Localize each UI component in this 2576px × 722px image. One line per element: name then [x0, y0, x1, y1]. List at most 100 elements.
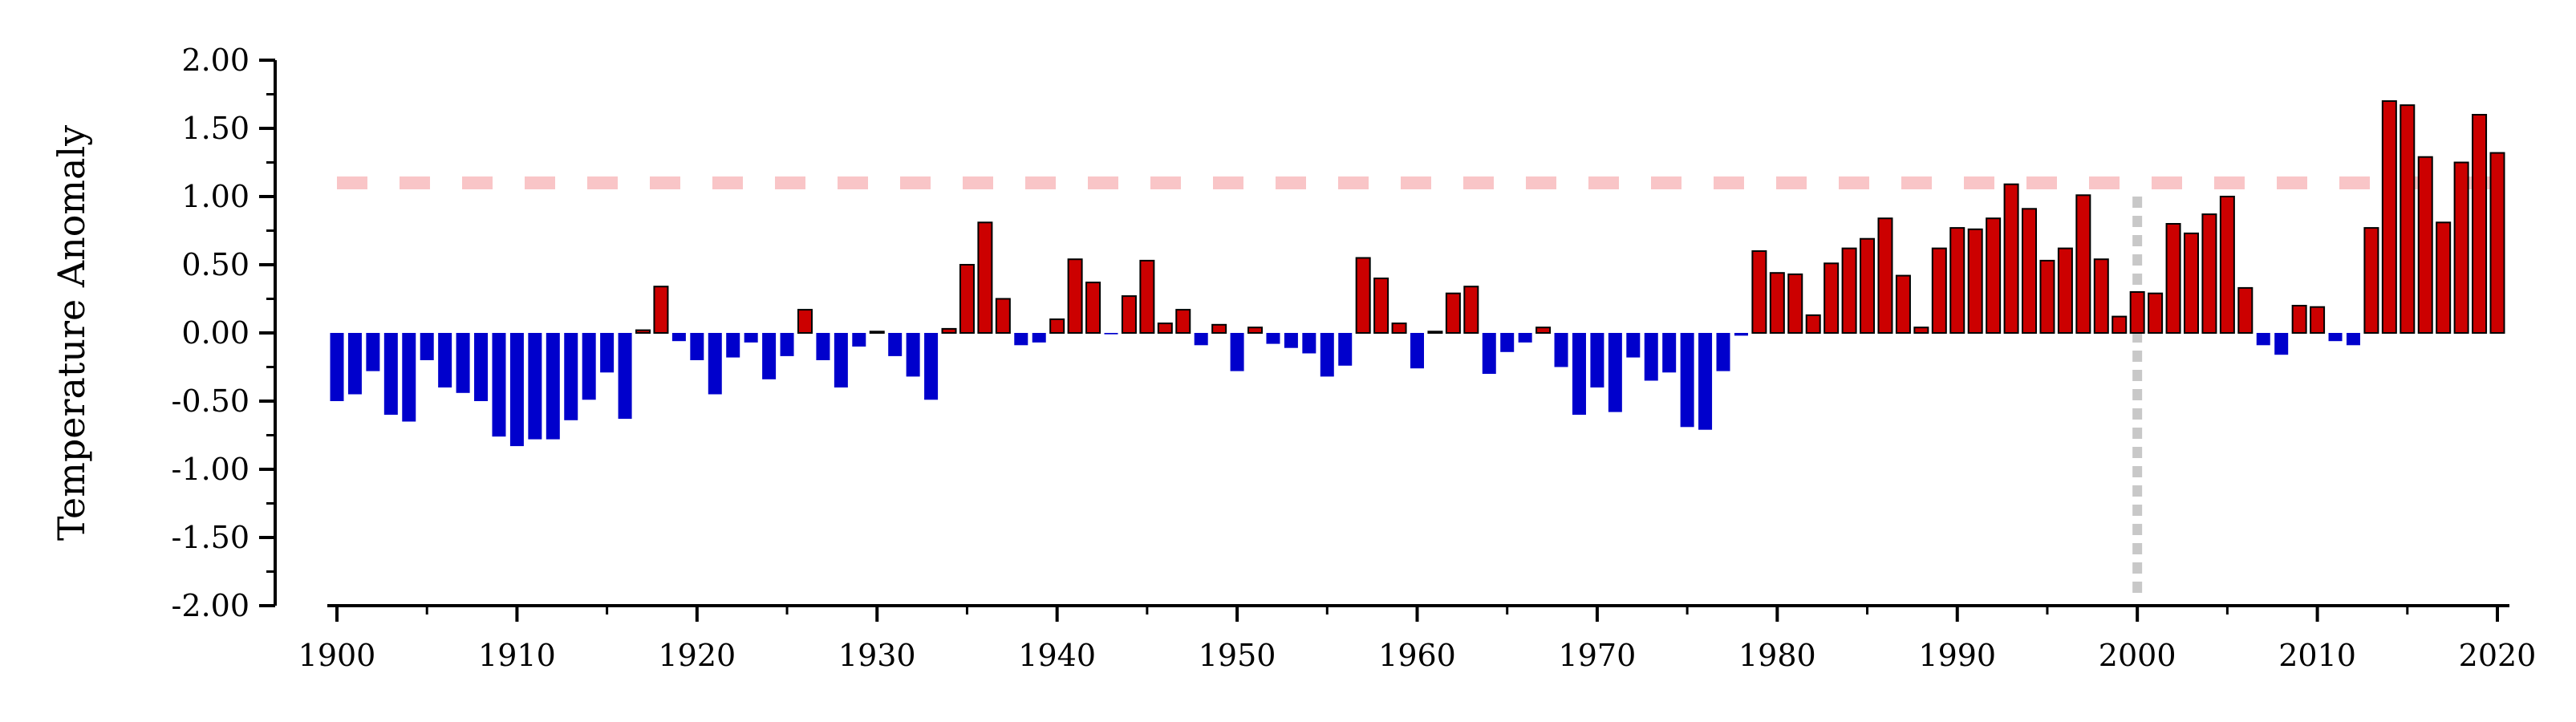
bar-1960 [1410, 333, 1424, 369]
y-tick-label: -2.00 [172, 588, 249, 623]
bar-1903 [383, 333, 398, 415]
bar-1901 [347, 333, 362, 395]
bar-1959 [1391, 322, 1407, 335]
bar-1934 [941, 327, 957, 334]
bar-2019 [2472, 114, 2488, 334]
bar-1920 [690, 333, 704, 360]
bar-1925 [780, 333, 794, 356]
bar-1928 [834, 333, 848, 387]
bar-1919 [671, 333, 686, 342]
bar-1924 [762, 333, 777, 379]
bar-1968 [1554, 333, 1568, 367]
y-tick-label: 0.00 [181, 315, 249, 351]
bar-1948 [1194, 333, 1208, 346]
bar-1909 [492, 333, 506, 437]
bar-1982 [1805, 314, 1821, 334]
bar-1914 [582, 333, 596, 400]
bar-1944 [1121, 295, 1137, 335]
y-tick-label: 1.50 [181, 111, 249, 146]
bar-1930 [869, 331, 885, 334]
bar-1922 [726, 333, 740, 358]
bar-1953 [1284, 333, 1298, 348]
bar-1986 [1877, 217, 1893, 335]
bar-1926 [797, 309, 813, 335]
bar-1979 [1751, 250, 1767, 334]
x-tick-label: 1980 [1738, 638, 1816, 673]
y-axis-ticks: 2.00 1.50 1.00 0.50 0.00 -0.50 -1.00 -1.50 -2.00 [172, 43, 275, 623]
bar-1912 [546, 333, 560, 440]
bar-1913 [564, 333, 578, 420]
bar-1998 [2093, 258, 2109, 335]
bar-1935 [959, 264, 975, 334]
x-tick-label: 1960 [1378, 638, 1456, 673]
bar-1997 [2075, 194, 2091, 334]
bar-1906 [438, 333, 452, 387]
bar-1956 [1338, 333, 1353, 366]
bar-1940 [1049, 318, 1065, 334]
bar-2014 [2381, 100, 2397, 334]
x-tick-label: 1990 [1918, 638, 1996, 673]
bar-1905 [420, 333, 434, 360]
bar-2005 [2219, 196, 2235, 334]
bar-1931 [888, 333, 903, 356]
bar-1995 [2039, 259, 2055, 334]
bar-1996 [2057, 247, 2073, 335]
bar-1917 [635, 329, 651, 335]
bar-1962 [1445, 292, 1461, 335]
bar-1916 [618, 333, 632, 420]
bar-2007 [2256, 333, 2270, 346]
bar-1969 [1572, 333, 1586, 415]
bar-2001 [2148, 292, 2164, 335]
bar-1938 [1014, 333, 1028, 346]
bar-1965 [1500, 333, 1515, 352]
bar-2006 [2237, 286, 2253, 334]
x-tick-label: 1910 [478, 638, 556, 673]
bar-2020 [2489, 152, 2505, 334]
bar-1985 [1860, 237, 1876, 335]
bar-2000 [2129, 291, 2145, 334]
bar-1904 [402, 333, 416, 422]
bar-2012 [2346, 333, 2360, 346]
bar-1977 [1716, 333, 1730, 371]
bar-1988 [1913, 327, 1929, 335]
bar-1950 [1230, 333, 1244, 371]
bar-1947 [1175, 309, 1191, 335]
y-tick-label: -0.50 [172, 383, 249, 419]
y-tick-label: -1.50 [172, 520, 249, 555]
bar-1942 [1085, 282, 1101, 335]
x-tick-label: 1900 [298, 638, 376, 673]
bar-1987 [1895, 274, 1911, 335]
bar-2018 [2453, 161, 2469, 334]
bar-2010 [2310, 306, 2326, 335]
y-tick-label: 2.00 [181, 43, 249, 78]
bar-2008 [2274, 333, 2289, 355]
bar-1954 [1302, 333, 1316, 354]
bar-1976 [1698, 333, 1713, 430]
bar-1971 [1608, 333, 1622, 412]
bar-2004 [2201, 213, 2217, 334]
bar-1989 [1931, 247, 1947, 335]
bar-1923 [744, 333, 758, 343]
bar-1967 [1535, 327, 1552, 335]
bar-1970 [1590, 333, 1604, 387]
x-tick-label: 2000 [2099, 638, 2176, 673]
bar-1951 [1247, 327, 1264, 335]
bar-1941 [1067, 258, 1083, 335]
bar-1918 [653, 286, 669, 335]
bar-1949 [1211, 323, 1227, 334]
bar-1984 [1841, 247, 1857, 335]
y-tick-label: 0.50 [181, 247, 249, 282]
bar-1945 [1139, 259, 1155, 334]
bar-1992 [1986, 217, 2002, 335]
bar-1910 [509, 333, 524, 447]
bars [330, 100, 2505, 447]
bar-2017 [2436, 221, 2452, 334]
y-tick-label: 1.00 [181, 179, 249, 214]
bar-1983 [1823, 262, 1840, 334]
bar-2009 [2291, 305, 2307, 334]
bar-1946 [1157, 322, 1173, 335]
bar-2016 [2417, 156, 2433, 334]
bar-1964 [1482, 333, 1496, 374]
bar-1980 [1769, 272, 1785, 335]
bar-1902 [366, 333, 380, 371]
